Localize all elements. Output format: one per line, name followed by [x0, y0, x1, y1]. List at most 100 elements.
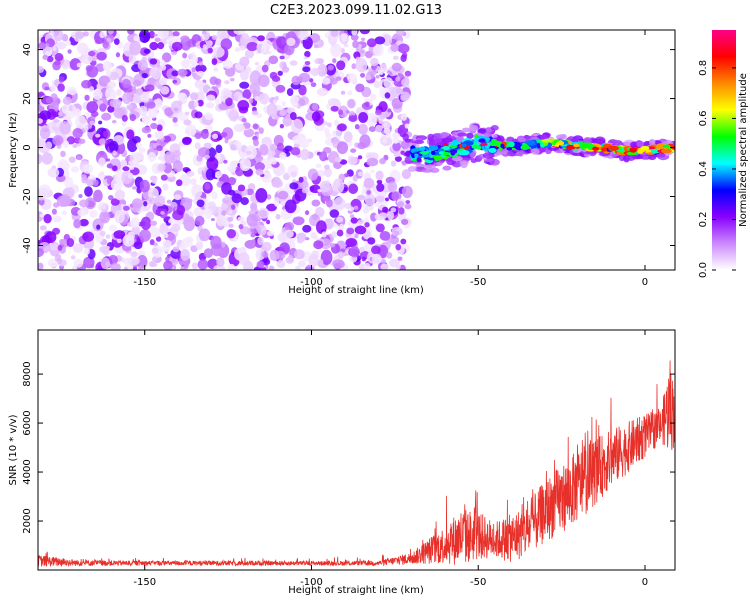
y-tick-label: 20 [22, 92, 33, 105]
spectrogram-noise-blob [376, 179, 383, 185]
spectrogram-noise-blob [135, 142, 142, 149]
spectrogram-noise-blob [154, 37, 161, 43]
spectrogram-noise-blob [133, 241, 143, 250]
spectrogram-noise-blob [122, 205, 130, 211]
spectrogram-signal-point [626, 151, 637, 156]
spectrogram-signal-halo [460, 160, 468, 169]
spectrogram-noise-blob [224, 66, 236, 77]
spectrogram-noise-blob [67, 86, 77, 96]
spectrogram-noise-blob [390, 207, 397, 213]
spectrogram-noise-blob [45, 97, 53, 104]
spectrogram-noise-blob [391, 226, 403, 236]
spectrogram-noise-blob [353, 205, 359, 210]
spectrogram-noise-blob [239, 81, 250, 89]
spectrogram-noise-blob [60, 150, 66, 158]
spectrogram-noise-blob [188, 100, 197, 110]
spectrogram-signal-point [438, 151, 445, 155]
spectrogram-noise-blob [161, 52, 172, 63]
spectrogram-noise-blob [276, 259, 286, 269]
spectrogram-frame [37, 29, 676, 271]
spectrogram-signal-point [508, 141, 515, 148]
spectrogram-noise-blob [296, 105, 301, 109]
spectrogram-noise-blob [59, 238, 65, 245]
spectrogram-noise-blob [132, 135, 141, 144]
spectrogram-noise-blob [116, 238, 122, 244]
spectrogram-noise-blob [317, 63, 328, 77]
spectrogram-noise-blob [370, 57, 379, 67]
spectrogram-noise-blob [82, 231, 95, 242]
spectrogram-noise-blob [203, 248, 213, 259]
spectrogram-noise-blob [148, 261, 156, 268]
spectrogram-noise-blob [57, 83, 65, 92]
spectrogram-noise-blob [160, 174, 168, 181]
spectrogram-noise-blob [122, 234, 135, 247]
spectrogram-noise-blob [321, 231, 327, 238]
spectrogram-noise-blob [153, 86, 158, 91]
spectrogram-noise-blob [398, 207, 405, 215]
spectrogram-noise-blob [125, 155, 131, 162]
spectrogram-noise-blob [227, 263, 236, 270]
spectrogram-y-axis: -40 -20 0 20 40 [22, 43, 675, 254]
spectrogram-noise-blob [214, 99, 221, 105]
spectrogram-noise-blob [177, 68, 188, 77]
spectrogram-noise-blob [359, 30, 371, 35]
spectrogram-noise-blob [351, 63, 357, 70]
spectrogram-noise-blob [255, 168, 264, 176]
spectrogram-noise-blob [102, 130, 109, 138]
spectrogram-noise-blob [243, 128, 255, 138]
spectrogram-noise-blob [378, 101, 388, 113]
spectrogram-signal-halo [530, 148, 540, 155]
x-tick-label: -100 [300, 577, 323, 588]
spectrogram-noise-blob [78, 138, 86, 144]
spectrogram-signal-point [500, 143, 505, 149]
spectrogram-noise-blob [183, 119, 192, 126]
spectrogram-noise-blob [258, 93, 270, 105]
spectrogram-noise-blob [300, 148, 310, 161]
spectrogram-noise-blob [189, 92, 199, 101]
spectrogram-noise-blob [286, 88, 294, 96]
spectrogram-noise-blob [284, 199, 297, 214]
spectrogram-noise-blob [46, 55, 54, 63]
spectrogram-signal-halo [451, 131, 459, 138]
spectrogram-noise-blob [375, 195, 385, 203]
spectrogram-noise-blob [184, 111, 190, 116]
spectrogram-noise-blob [137, 59, 148, 71]
spectrogram-noise-blob [291, 118, 304, 134]
spectrogram-noise-blob [110, 198, 120, 206]
spectrogram-noise-blob [259, 144, 269, 156]
spectrogram-noise-blob [73, 219, 82, 229]
spectrogram-noise-blob [286, 37, 296, 47]
spectrogram-noise-blob [366, 38, 377, 48]
spectrogram-noise-blob [191, 262, 198, 270]
snr-plot-area [38, 330, 675, 570]
spectrogram-noise-blob [100, 257, 110, 270]
spectrogram-noise-blob [116, 88, 122, 96]
spectrogram-signal-halo [433, 137, 444, 142]
spectrogram-noise-blob [54, 60, 61, 66]
spectrogram-noise-blob [345, 110, 350, 114]
y-tick-label: 0 [22, 144, 33, 150]
spectrogram-noise-blob [281, 66, 290, 73]
spectrogram-noise-blob [51, 126, 58, 131]
spectrogram-noise-blob [274, 200, 280, 207]
spectrogram-noise-blob [151, 178, 157, 184]
spectrogram-noise-blob [204, 112, 214, 121]
spectrogram-noise-blob [319, 180, 331, 193]
spectrogram-noise-blob [239, 69, 250, 81]
spectrogram-signal-halo [490, 124, 499, 131]
spectrogram-noise-blob [399, 264, 406, 270]
spectrogram-noise-blob [51, 208, 57, 215]
spectrogram-noise-blob [88, 50, 96, 57]
spectrogram-noise-blob [370, 212, 378, 222]
spectrogram-noise-blob [400, 54, 407, 63]
spectrogram-noise-blob [366, 190, 371, 195]
spectrogram-noise-blob [354, 124, 360, 130]
spectrogram-noise-blob [308, 254, 319, 267]
spectrogram-noise-blob [262, 251, 269, 258]
spectrogram-noise-blob [271, 75, 281, 82]
spectrogram-noise-blob [400, 91, 411, 102]
spectrogram-noise-blob [42, 54, 49, 60]
spectrogram-noise-blob [312, 213, 319, 221]
spectrogram-noise-blob [58, 76, 65, 83]
spectrogram-noise-blob [229, 77, 235, 82]
